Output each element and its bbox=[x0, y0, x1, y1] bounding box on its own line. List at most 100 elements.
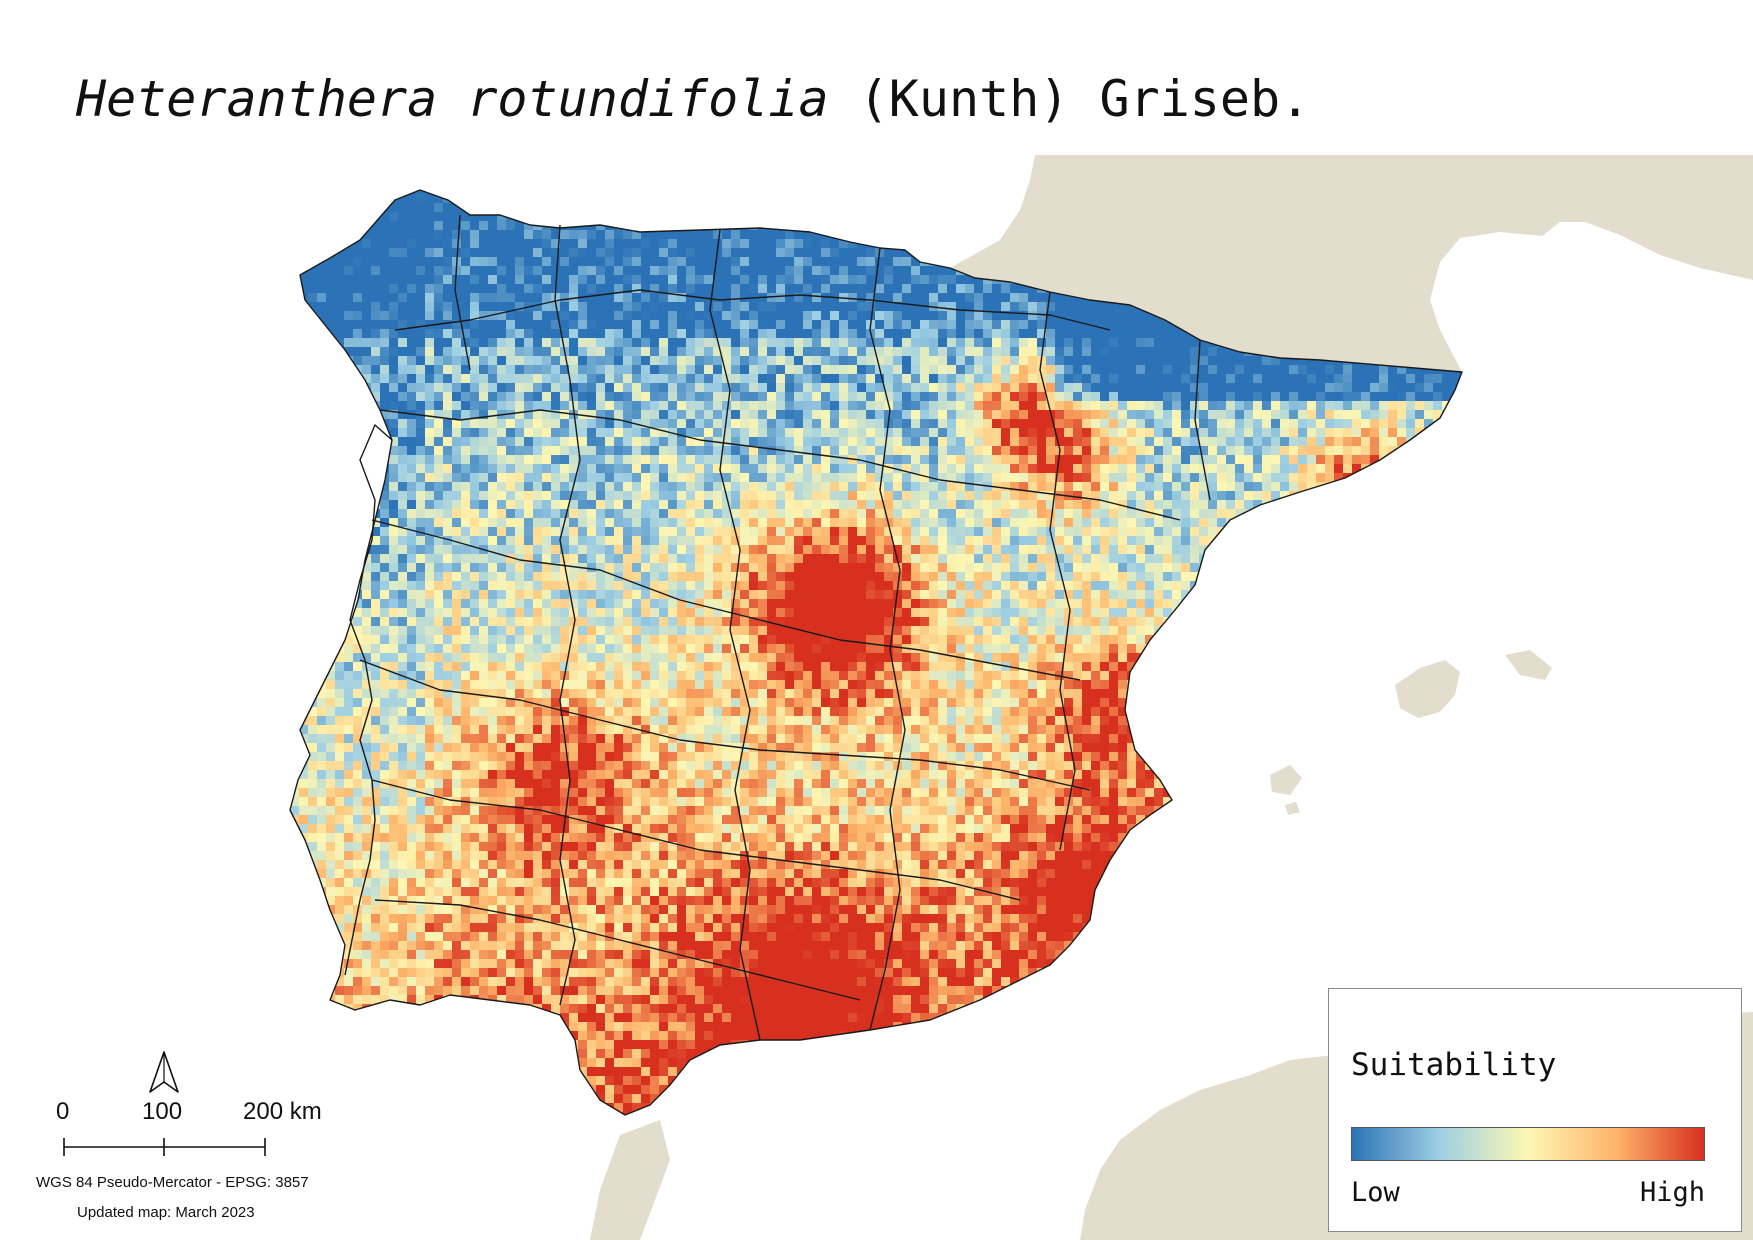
raster-cell bbox=[506, 275, 515, 284]
raster-cell bbox=[956, 190, 965, 194]
raster-cell bbox=[992, 392, 1001, 401]
raster-cell bbox=[470, 329, 479, 338]
raster-cell bbox=[641, 284, 650, 293]
raster-cell bbox=[569, 437, 578, 446]
raster-cell bbox=[344, 311, 353, 320]
raster-cell bbox=[857, 190, 866, 194]
raster-cell bbox=[1379, 383, 1388, 392]
raster-cell bbox=[416, 383, 425, 392]
raster-cell bbox=[776, 194, 785, 203]
raster-cell bbox=[1451, 500, 1460, 509]
raster-cell bbox=[524, 464, 533, 473]
raster-cell bbox=[758, 194, 767, 203]
raster-cell bbox=[1217, 464, 1226, 473]
raster-cell bbox=[1001, 383, 1010, 392]
raster-cell bbox=[1289, 356, 1298, 365]
raster-cell bbox=[1289, 383, 1298, 392]
raster-cell bbox=[632, 383, 641, 392]
raster-cell bbox=[488, 329, 497, 338]
raster-cell bbox=[389, 338, 398, 347]
raster-cell bbox=[1109, 383, 1118, 392]
raster-cell bbox=[1406, 401, 1415, 410]
raster-cell bbox=[335, 410, 344, 419]
raster-cell bbox=[812, 437, 821, 446]
raster-cell bbox=[740, 428, 749, 437]
raster-cell bbox=[911, 293, 920, 302]
raster-cell bbox=[1433, 383, 1442, 392]
raster-cell bbox=[587, 374, 596, 383]
raster-cell bbox=[641, 221, 650, 230]
raster-cell bbox=[911, 392, 920, 401]
raster-cell bbox=[425, 257, 434, 266]
raster-cell bbox=[677, 518, 686, 527]
raster-cell bbox=[668, 203, 677, 212]
raster-cell bbox=[767, 239, 776, 248]
raster-cell bbox=[398, 248, 407, 257]
raster-cell bbox=[533, 248, 542, 257]
raster-cell bbox=[353, 401, 362, 410]
raster-cell bbox=[1253, 374, 1262, 383]
raster-cell bbox=[650, 401, 659, 410]
raster-cell bbox=[767, 419, 776, 428]
raster-cell bbox=[614, 455, 623, 464]
raster-cell bbox=[443, 275, 452, 284]
raster-cell bbox=[515, 401, 524, 410]
raster-cell bbox=[1190, 446, 1199, 455]
raster-cell bbox=[686, 401, 695, 410]
raster-cell bbox=[956, 293, 965, 302]
raster-cell bbox=[857, 257, 866, 266]
raster-cell bbox=[515, 320, 524, 329]
raster-cell bbox=[380, 212, 389, 221]
raster-cell bbox=[1136, 383, 1145, 392]
raster-cell bbox=[875, 230, 884, 239]
raster-cell bbox=[668, 275, 677, 284]
raster-cell bbox=[533, 257, 542, 266]
raster-cell bbox=[830, 239, 839, 248]
raster-cell bbox=[497, 428, 506, 437]
raster-cell bbox=[776, 455, 785, 464]
raster-cell bbox=[929, 338, 938, 347]
raster-cell bbox=[866, 190, 875, 194]
raster-cell bbox=[506, 419, 515, 428]
raster-cell bbox=[299, 482, 308, 491]
raster-cell bbox=[317, 203, 326, 212]
raster-cell bbox=[425, 392, 434, 401]
raster-cell bbox=[1208, 392, 1217, 401]
raster-cell bbox=[605, 190, 614, 194]
raster-cell bbox=[524, 239, 533, 248]
raster-cell bbox=[1388, 464, 1397, 473]
raster-cell bbox=[488, 293, 497, 302]
raster-cell bbox=[1172, 419, 1181, 428]
raster-cell bbox=[758, 500, 767, 509]
raster-cell bbox=[1163, 383, 1172, 392]
raster-cell bbox=[335, 383, 344, 392]
raster-cell bbox=[605, 401, 614, 410]
raster-cell bbox=[425, 374, 434, 383]
raster-cell bbox=[1055, 356, 1064, 365]
raster-cell bbox=[497, 473, 506, 482]
raster-cell bbox=[911, 190, 920, 194]
raster-cell bbox=[767, 212, 776, 221]
raster-cell bbox=[1100, 446, 1109, 455]
raster-cell bbox=[596, 311, 605, 320]
raster-cell bbox=[353, 248, 362, 257]
raster-cell bbox=[353, 311, 362, 320]
raster-cell bbox=[389, 230, 398, 239]
raster-cell bbox=[1028, 473, 1037, 482]
raster-cell bbox=[893, 239, 902, 248]
raster-cell bbox=[1145, 518, 1154, 527]
raster-cell bbox=[722, 428, 731, 437]
raster-cell bbox=[560, 374, 569, 383]
raster-cell bbox=[1226, 482, 1235, 491]
raster-cell bbox=[731, 428, 740, 437]
raster-cell bbox=[938, 464, 947, 473]
raster-cell bbox=[1064, 446, 1073, 455]
raster-cell bbox=[299, 190, 308, 194]
raster-cell bbox=[1082, 356, 1091, 365]
raster-cell bbox=[983, 311, 992, 320]
raster-cell bbox=[857, 221, 866, 230]
raster-cell bbox=[1370, 428, 1379, 437]
raster-cell bbox=[1001, 212, 1010, 221]
raster-cell bbox=[920, 212, 929, 221]
raster-cell bbox=[848, 437, 857, 446]
